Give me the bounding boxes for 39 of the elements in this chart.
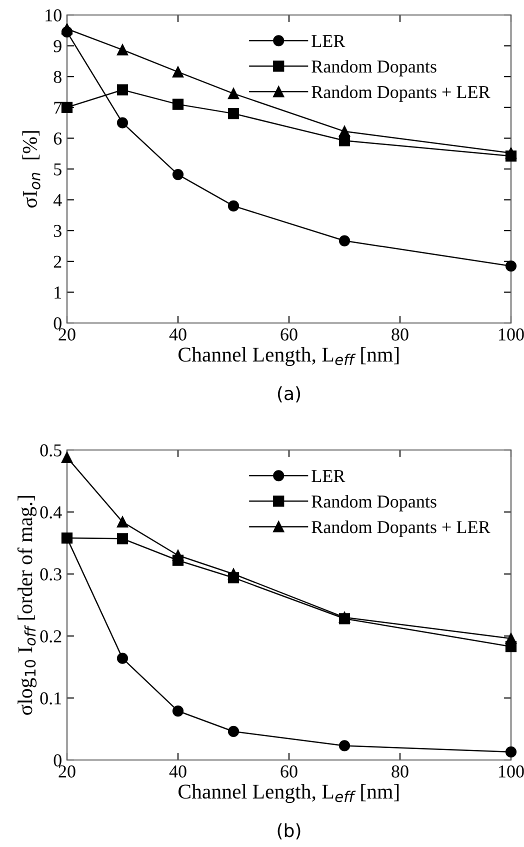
legend-label: Random Dopants bbox=[312, 60, 436, 76]
text: (b) bbox=[278, 823, 300, 840]
y-axis-title: σlog$_{10}$ I$_{off}$ [order of mag.] bbox=[17, 496, 37, 715]
x-tick-label: 40 bbox=[169, 328, 186, 341]
x-tick-label: 20 bbox=[58, 765, 76, 778]
legend-label: Random Dopants + LER bbox=[312, 520, 490, 537]
legend-label: LER bbox=[312, 470, 346, 482]
legend-label: Random Dopants + LER bbox=[312, 85, 490, 102]
y-tick-label: 4 bbox=[53, 194, 62, 206]
y-axis-title: σI$_{on}$ [%] bbox=[22, 131, 40, 208]
y-tick-label: 0.1 bbox=[40, 692, 62, 705]
x-tick-label: 80 bbox=[392, 765, 408, 778]
x-tick-label: 60 bbox=[280, 328, 298, 341]
y-tick-label: 0.5 bbox=[40, 444, 62, 457]
y-tick-label: 0.2 bbox=[40, 630, 62, 643]
x-tick-label: 60 bbox=[280, 765, 298, 778]
y-tick-label: 7 bbox=[54, 102, 62, 114]
y-tick-label: 10 bbox=[46, 9, 62, 22]
y-tick-label: 0 bbox=[54, 317, 62, 330]
legend-label: LER bbox=[312, 35, 346, 47]
y-tick-label: 3 bbox=[54, 224, 62, 238]
y-tick-label: 5 bbox=[54, 163, 62, 176]
y-tick-label: 1 bbox=[54, 286, 62, 298]
y-tick-label: 6 bbox=[54, 132, 62, 145]
x-tick-label: 100 bbox=[499, 765, 524, 778]
y-tick-label: 9 bbox=[54, 40, 62, 52]
x-tick-label: 40 bbox=[169, 765, 186, 778]
y-tick-label: 0.4 bbox=[40, 506, 62, 519]
x-tick-label: 20 bbox=[58, 328, 76, 341]
x-tick-label: 80 bbox=[392, 328, 408, 341]
x-axis-title: Channel Length, L$_{eff}$ [nm] bbox=[178, 784, 399, 803]
y-tick-label: 2 bbox=[54, 256, 62, 268]
text: (a) bbox=[278, 386, 300, 402]
y-tick-label: 0 bbox=[54, 754, 62, 766]
x-axis-title: Channel Length, L$_{eff}$ [nm] bbox=[178, 347, 399, 366]
y-tick-label: 0.3 bbox=[40, 568, 62, 581]
y-tick-label: 8 bbox=[54, 70, 62, 84]
x-tick-label: 100 bbox=[499, 328, 524, 341]
legend-label: Random Dopants bbox=[312, 494, 436, 512]
